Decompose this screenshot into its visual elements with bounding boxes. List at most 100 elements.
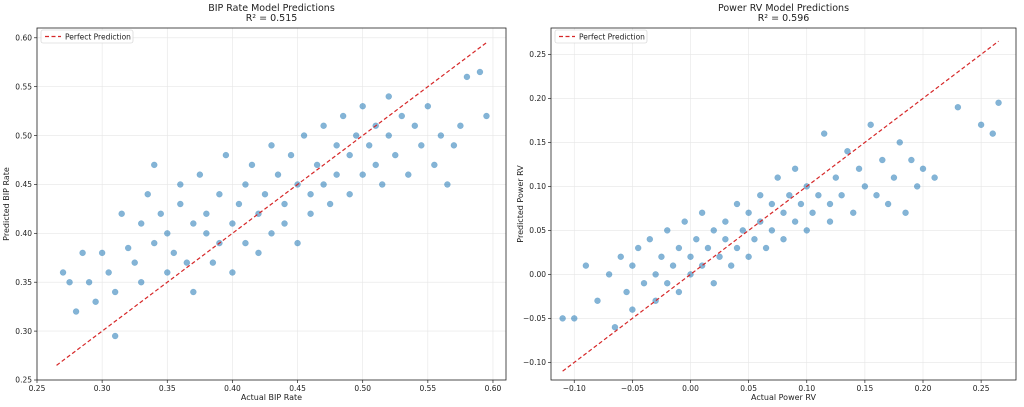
chart1-point (333, 171, 340, 178)
chart2-point (617, 253, 624, 261)
chart2-point (803, 227, 810, 234)
chart1-point (483, 112, 490, 120)
chart2-point (605, 271, 613, 278)
chart1-point (151, 239, 158, 247)
chart1-point (216, 190, 223, 198)
chart2-y-axis-label: Predicted Power RV (516, 165, 525, 243)
chart1-point (385, 93, 392, 100)
chart1-point (111, 288, 119, 296)
chart2-xtick-label: −0.10 (563, 384, 586, 393)
chart1-point (229, 220, 236, 227)
chart1-point (105, 269, 112, 276)
chart1-title: BIP Rate Model Predictions (208, 3, 335, 14)
chart1-point (229, 269, 236, 276)
chart1-xtick-label: 0.40 (224, 384, 241, 393)
chart2-point (687, 253, 694, 261)
chart1-xtick-label: 0.30 (94, 384, 111, 393)
chart1-ytick-label: 0.40 (15, 229, 32, 238)
chart2-point (681, 218, 688, 225)
chart2-xtick-label: 0.25 (973, 384, 990, 393)
chart2-point (745, 209, 752, 217)
chart2-ytick-label: 0.10 (529, 182, 546, 191)
chart2-point (751, 235, 758, 243)
chart2-point (884, 200, 892, 208)
chart1-point (242, 181, 249, 188)
chart1-point (365, 142, 373, 149)
chart2-point (861, 183, 869, 190)
chart1-point (320, 122, 327, 130)
chart2-point (559, 315, 566, 322)
chart1-point (457, 122, 464, 130)
chart2-point (710, 279, 717, 287)
chart2-point (629, 262, 636, 269)
chart1-point (444, 181, 451, 188)
chart2-point (815, 191, 822, 199)
chart1-x-axis-label: Actual BIP Rate (241, 393, 302, 402)
chart2-point (838, 191, 845, 199)
chart2-point (669, 262, 677, 269)
chart2-point (780, 209, 787, 217)
chart1-xtick-label: 0.35 (159, 384, 176, 393)
chart2-ytick-label: 0.05 (529, 226, 546, 235)
chart2-point (774, 174, 781, 181)
chart1-point (157, 210, 165, 218)
chart2-point (733, 200, 741, 208)
chart1-point (177, 200, 184, 208)
chart2-point (879, 156, 886, 164)
chart2-point (919, 165, 927, 173)
chart2-point (954, 103, 962, 111)
chart1-point (450, 142, 458, 149)
chart1-xtick-label: 0.50 (354, 384, 371, 393)
chart2-point (855, 165, 863, 173)
chart1-ytick-label: 0.35 (15, 278, 32, 287)
chart1-point (476, 68, 484, 76)
chart1-point (196, 171, 204, 178)
chart1-point (352, 132, 360, 139)
chart2-point (791, 218, 799, 225)
chart2-ytick-label: 0.20 (529, 94, 546, 103)
chart1-point (209, 259, 217, 266)
chart1-point (170, 249, 178, 257)
chart1-point (124, 244, 132, 252)
chart1-legend-box (40, 29, 134, 44)
chart2-point (820, 130, 828, 137)
chart2-legend-label: Perfect Prediction (579, 32, 645, 41)
chart2-points (559, 99, 1002, 331)
chart2-point (890, 174, 898, 181)
chart1-point (320, 181, 327, 188)
chart1-point (137, 278, 145, 286)
chart2-point (768, 200, 776, 208)
chart2-point (664, 227, 671, 234)
chart1-point (151, 161, 158, 169)
chart2-point (652, 271, 659, 278)
chart1-point (242, 239, 249, 247)
chart1-point (392, 151, 399, 159)
chart2-point (594, 297, 601, 305)
chart1-point (313, 161, 321, 169)
chart1-point (359, 171, 366, 178)
chart1-point (66, 278, 73, 286)
chart2-point (675, 288, 683, 296)
chart1-point (79, 249, 86, 257)
chart1-point (111, 332, 119, 340)
chart1-xtick-label: 0.45 (289, 384, 306, 393)
chart2-point (873, 191, 880, 199)
chart1-point (92, 298, 99, 306)
chart2-xtick-label: −0.05 (621, 384, 644, 393)
chart1-point (144, 190, 151, 198)
chart2-xtick-label: 0.10 (798, 384, 815, 393)
chart1-point (274, 171, 282, 178)
chart2-legend-box (554, 29, 648, 44)
chart1-point (203, 230, 210, 237)
chart2-perfect-prediction-line (562, 40, 999, 372)
chart2-point (733, 244, 741, 252)
chart2-point (826, 200, 834, 208)
chart2-point (931, 174, 938, 181)
chart2-point (582, 262, 590, 269)
chart1-point (300, 132, 308, 139)
chart1-point (307, 190, 314, 198)
chart1-point (398, 112, 406, 120)
